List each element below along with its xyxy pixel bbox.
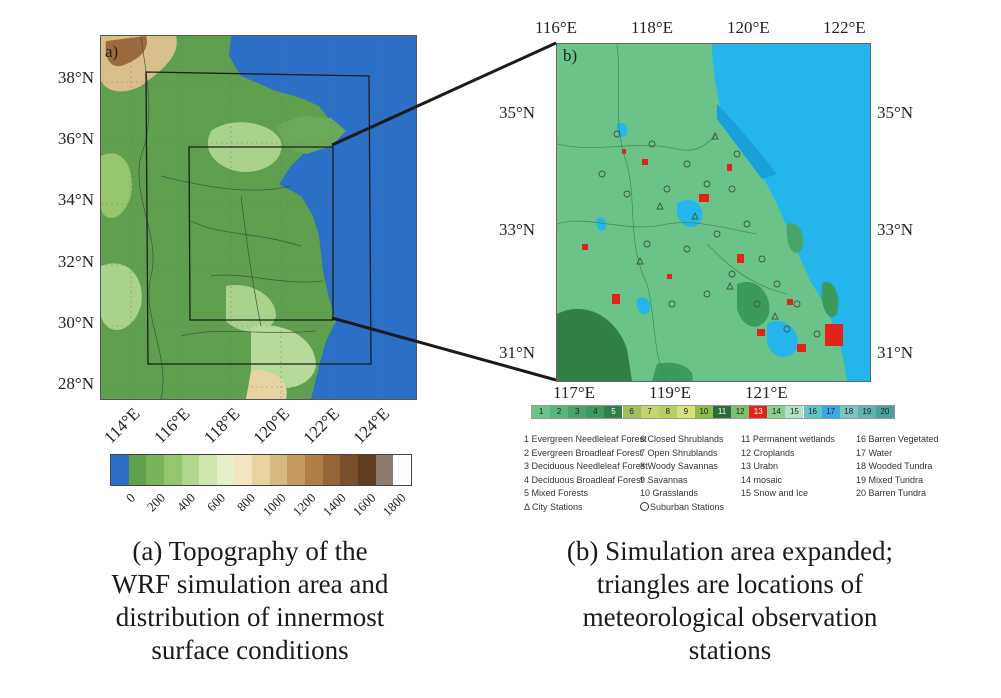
colorbar-segment: [252, 455, 270, 485]
panel-b-map: b): [556, 43, 871, 382]
legend-entry: 16 Barren Vegetated: [856, 434, 939, 444]
caption-a-line-2: WRF simulation area and: [111, 569, 389, 599]
colorbar-segment: [128, 455, 147, 485]
legend-entry: 13 Urabn: [741, 461, 779, 471]
colorbar-segment: [234, 455, 253, 485]
landcover-bar-cell: 15: [785, 406, 804, 418]
caption-a-line-4: surface conditions: [151, 635, 349, 665]
legend-entry: 17 Water: [856, 447, 893, 458]
landcover-bar-cell: 18: [839, 406, 858, 418]
colorbar-segment: [322, 455, 341, 485]
legend-entry: 12 Croplands: [741, 447, 795, 458]
legend-entry: 1 Evergreen Needleleaf Forest: [524, 434, 647, 444]
legend-entry: 3 Deciduous Needleleaf Forest: [524, 461, 648, 471]
panel-b-top-lon-label: 120°E: [727, 18, 770, 37]
legend-entry: 20 Barren Tundra: [856, 488, 927, 498]
panel-b-bottom-lon-label: 121°E: [745, 383, 788, 402]
legend-entry: 19 Mixed Tundra: [856, 474, 924, 485]
colorbar-segment: [287, 455, 306, 485]
caption-b-line-3: meteorological observation: [582, 602, 878, 632]
landcover-bar-cell: 1: [532, 406, 551, 418]
landcover-bar-cell: 16: [803, 406, 822, 418]
landcover-bar-cell: 20: [875, 406, 894, 418]
caption-a-line-3: distribution of innermost: [115, 602, 385, 632]
panel-b-left-lat-label: 33°N: [499, 220, 536, 239]
colorbar-segment: [181, 455, 200, 485]
suburban-station-icon: [640, 501, 649, 511]
caption-a: (a) Topography of the WRF simulation are…: [50, 535, 450, 667]
colorbar-segment: [146, 455, 164, 485]
panel-b-top-lon-label: 118°E: [631, 18, 674, 37]
landcover-bar-cell: 9: [676, 406, 695, 418]
landcover-bar-cell: 14: [767, 406, 786, 418]
panel-b-label: b): [563, 46, 578, 65]
topography-svg: [101, 36, 416, 399]
landcover-bar-cell: 17: [821, 406, 840, 418]
panel-a-label: a): [105, 42, 119, 61]
panel-a-lat-label: 30°N: [57, 313, 94, 332]
legend-entry: 4 Deciduous Broadleaf Forest: [524, 474, 644, 485]
colorbar-segment: [216, 455, 235, 485]
landcover-bar-cell: 13: [749, 406, 768, 418]
legend-entry: 9 Savannas: [640, 474, 688, 485]
landcover-bar-cell: 7: [640, 406, 659, 418]
legend-entry: 5 Mixed Forests: [524, 488, 589, 498]
colorbar-segment: [111, 455, 129, 485]
landcover-bar-cell: 6: [622, 406, 641, 418]
colorbar-segment: [269, 455, 288, 485]
panel-b-top-lon-label: 116°E: [535, 18, 578, 37]
landcover-bar-cell: 2: [550, 406, 569, 418]
caption-b-line-1: (b) Simulation area expanded;: [566, 536, 894, 566]
panel-a-lat-label: 32°N: [57, 252, 94, 271]
panel-a-lat-label: 38°N: [57, 68, 94, 87]
colorbar-segment: [305, 455, 323, 485]
caption-a-line-1: (a) Topography of the: [132, 536, 368, 566]
legend-entry: 11 Permanent wetlands: [741, 434, 835, 444]
legend-entry: 14 mosaic: [741, 474, 783, 485]
panel-b-right-lat-label: 35°N: [877, 103, 914, 122]
panel-a-lat-label: 34°N: [57, 190, 94, 209]
panel-b-left-lat-label: 35°N: [499, 103, 536, 122]
panel-b-bottom-lon-label: 117°E: [553, 383, 596, 402]
colorbar-segment: [357, 455, 376, 485]
legend-entry: 18 Wooded Tundra: [856, 461, 933, 471]
landcover-colorbar: 1 2 3 4 5 6 7 8 9 10 11 12 13 14 15 16 17 18 19 20: [531, 405, 895, 419]
landcover-bar-cell: 11: [713, 406, 732, 418]
colorbar-segment: [375, 455, 394, 485]
colorbar-segment: [393, 455, 411, 485]
panel-b-top-lon-label: 122°E: [823, 18, 866, 37]
panel-a-map: a): [100, 35, 417, 400]
colorbar-segment: [340, 455, 358, 485]
caption-b-line-4: stations: [688, 635, 772, 665]
elevation-colorbar: [110, 454, 412, 486]
legend-entry: Suburban Stations: [640, 501, 724, 512]
colorbar-segment: [199, 455, 217, 485]
caption-b: (b) Simulation area expanded; triangles …: [490, 535, 970, 667]
legend-entry: 8 Woody Savannas: [640, 461, 718, 471]
landcover-bar-cell: 5: [604, 406, 623, 418]
panel-b-bottom-lon-label: 119°E: [649, 383, 692, 402]
panel-b-right-lat-label: 31°N: [877, 343, 914, 362]
panel-b-right-lat-label: 33°N: [877, 220, 914, 239]
legend-entry: 6 Closed Shrublands: [640, 434, 724, 444]
legend-entry: Δ City Stations: [524, 501, 583, 512]
landcover-bar-cell: 10: [694, 406, 713, 418]
colorbar-segment: [163, 455, 182, 485]
caption-b-line-2: triangles are locations of: [596, 569, 864, 599]
legend-entry: 2 Evergreen Broadleaf Forest: [524, 447, 643, 458]
landcover-bar-cell: 19: [857, 406, 876, 418]
landcover-bar-cell: 8: [658, 406, 677, 418]
panel-a-lat-label: 36°N: [57, 129, 94, 148]
legend-entry: 15 Snow and Ice: [741, 488, 809, 498]
landcover-svg: [557, 44, 870, 381]
legend-entry: 10 Grasslands: [640, 488, 699, 498]
landcover-bar-cell: 3: [568, 406, 587, 418]
landcover-bar-cell: 4: [586, 406, 605, 418]
panel-a-lat-label: 28°N: [57, 374, 94, 393]
legend-entry: 7 Open Shrublands: [640, 447, 718, 458]
landcover-bar-cell: 12: [731, 406, 750, 418]
panel-b-left-lat-label: 31°N: [499, 343, 536, 362]
